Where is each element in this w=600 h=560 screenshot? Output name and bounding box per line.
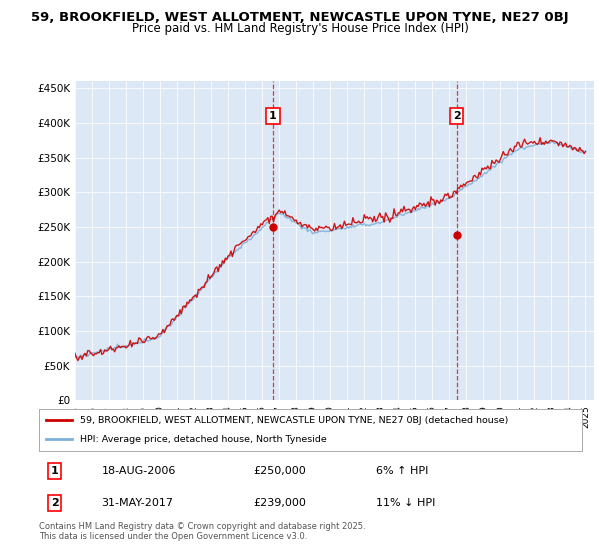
Text: 18-AUG-2006: 18-AUG-2006 [101, 466, 176, 476]
Text: Price paid vs. HM Land Registry's House Price Index (HPI): Price paid vs. HM Land Registry's House … [131, 22, 469, 35]
Text: 31-MAY-2017: 31-MAY-2017 [101, 498, 173, 508]
Text: 59, BROOKFIELD, WEST ALLOTMENT, NEWCASTLE UPON TYNE, NE27 0BJ (detached house): 59, BROOKFIELD, WEST ALLOTMENT, NEWCASTL… [80, 416, 508, 424]
Text: 11% ↓ HPI: 11% ↓ HPI [376, 498, 435, 508]
Text: 1: 1 [51, 466, 59, 476]
Text: 2: 2 [51, 498, 59, 508]
Text: 2: 2 [452, 111, 460, 121]
Text: £239,000: £239,000 [253, 498, 307, 508]
Text: 1: 1 [269, 111, 277, 121]
Text: 59, BROOKFIELD, WEST ALLOTMENT, NEWCASTLE UPON TYNE, NE27 0BJ: 59, BROOKFIELD, WEST ALLOTMENT, NEWCASTL… [31, 11, 569, 24]
Text: HPI: Average price, detached house, North Tyneside: HPI: Average price, detached house, Nort… [80, 435, 326, 444]
Text: Contains HM Land Registry data © Crown copyright and database right 2025.
This d: Contains HM Land Registry data © Crown c… [39, 522, 365, 542]
Text: £250,000: £250,000 [253, 466, 306, 476]
Text: 6% ↑ HPI: 6% ↑ HPI [376, 466, 428, 476]
